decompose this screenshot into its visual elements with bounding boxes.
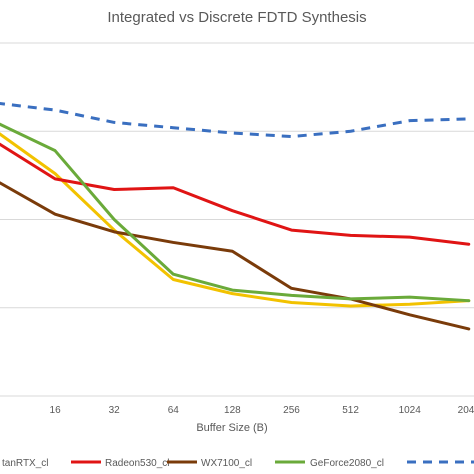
series-line-1 bbox=[0, 142, 471, 246]
series-line-0 bbox=[0, 132, 471, 308]
legend-label: tanRTX_cl bbox=[2, 458, 49, 469]
x-tick-label: 1024 bbox=[399, 405, 422, 416]
chart-title: Integrated vs Discrete FDTD Synthesis bbox=[107, 9, 366, 26]
series-line-3 bbox=[0, 122, 471, 303]
legend-label: GeForce2080_cl bbox=[310, 458, 384, 469]
gridlines bbox=[0, 42, 474, 309]
legend-label: Radeon530_cl bbox=[105, 458, 170, 469]
series-line-2 bbox=[0, 181, 471, 331]
legend-label: WX7100_cl bbox=[201, 458, 252, 469]
x-tick-label: 128 bbox=[224, 405, 241, 416]
x-tick-labels: 16 32 64 128 256 512 1024 2048 bbox=[50, 405, 474, 416]
x-tick-label: 16 bbox=[50, 405, 62, 416]
x-tick-label: 32 bbox=[109, 405, 121, 416]
x-axis-label: Buffer Size (B) bbox=[196, 422, 267, 434]
legend: tanRTX_cl Radeon530_cl WX7100_cl GeForce208… bbox=[2, 458, 474, 469]
x-tick-label: 256 bbox=[283, 405, 300, 416]
x-tick-label: 512 bbox=[342, 405, 359, 416]
x-tick-label: 64 bbox=[168, 405, 180, 416]
series-layer bbox=[0, 101, 471, 331]
x-tick-label: 2048 bbox=[458, 405, 474, 416]
